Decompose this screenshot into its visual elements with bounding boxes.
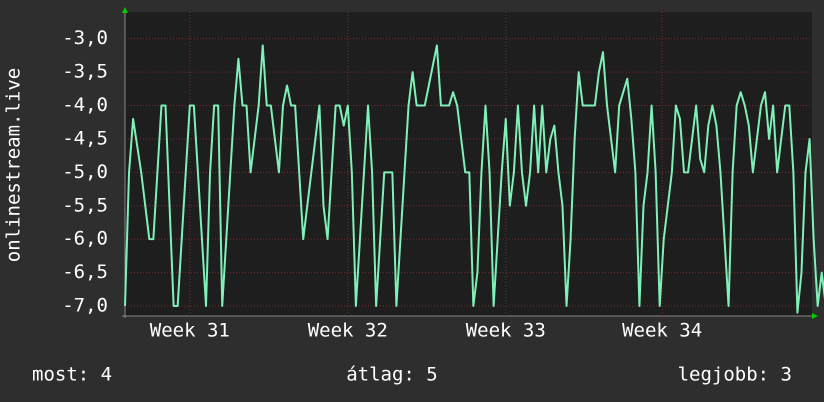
y-tick-label: -6,5: [62, 261, 108, 283]
y-arrow: [122, 7, 128, 13]
x-tick-label: Week 32: [308, 320, 388, 342]
x-tick-label: Week 34: [622, 320, 702, 342]
x-tick-label: Week 31: [150, 320, 230, 342]
y-tick-label: -5,5: [62, 194, 108, 216]
x-arrow: [812, 313, 818, 319]
footer-best: legjobb: 3: [678, 364, 792, 386]
y-tick-label: -5,0: [62, 161, 108, 183]
footer-average: átlag: 5: [346, 364, 438, 386]
y-tick-label: -4,5: [62, 127, 108, 149]
plot-area: [125, 12, 812, 316]
y-tick-label: -3,0: [62, 27, 108, 49]
y-tick-label: -4,0: [62, 94, 108, 116]
y-tick-label: -7,0: [62, 294, 108, 316]
x-tick-label: Week 33: [466, 320, 546, 342]
y-tick-label: -6,0: [62, 228, 108, 250]
footer-current: most: 4: [32, 364, 112, 386]
data-line: [124, 44, 824, 314]
y-axis-title: onlinestream.live: [3, 68, 25, 262]
y-tick-label: -3,5: [62, 61, 108, 83]
